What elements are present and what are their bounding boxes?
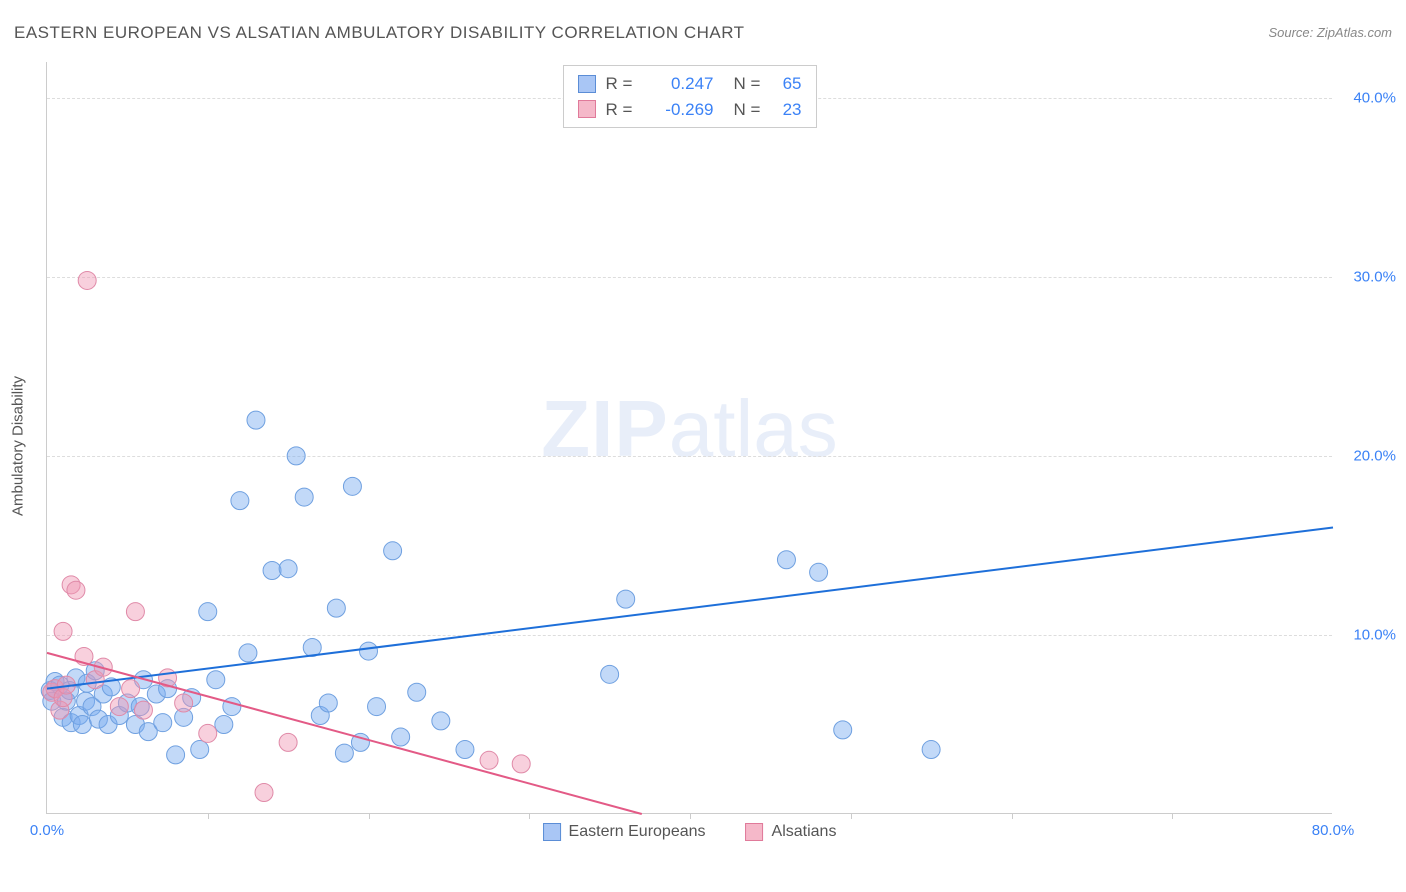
data-point bbox=[279, 560, 297, 578]
y-tick-label: 10.0% bbox=[1340, 626, 1396, 643]
data-point bbox=[368, 698, 386, 716]
data-point bbox=[126, 603, 144, 621]
data-point bbox=[335, 744, 353, 762]
series-legend-item: Eastern Europeans bbox=[543, 823, 706, 841]
data-point bbox=[319, 694, 337, 712]
y-axis-label: Ambulatory Disability bbox=[10, 376, 27, 516]
data-point bbox=[231, 492, 249, 510]
data-point bbox=[73, 715, 91, 733]
r-label: R = bbox=[606, 71, 634, 97]
stats-legend-row: R = -0.269 N = 23 bbox=[578, 97, 802, 123]
n-label: N = bbox=[734, 71, 764, 97]
data-point bbox=[207, 671, 225, 689]
data-point bbox=[191, 741, 209, 759]
series-legend-label: Alsatians bbox=[772, 823, 837, 841]
chart-title: EASTERN EUROPEAN VS ALSATIAN AMBULATORY … bbox=[14, 23, 745, 43]
y-tick-label: 30.0% bbox=[1340, 268, 1396, 285]
data-point bbox=[287, 447, 305, 465]
x-tick-label: 0.0% bbox=[30, 822, 64, 839]
series-legend-label: Eastern Europeans bbox=[569, 823, 706, 841]
data-point bbox=[154, 714, 172, 732]
data-point bbox=[134, 701, 152, 719]
y-tick-label: 20.0% bbox=[1340, 447, 1396, 464]
data-point bbox=[922, 741, 940, 759]
plot-area: ZIPatlas 10.0%20.0%30.0%40.0% 0.0%80.0% … bbox=[46, 62, 1332, 814]
data-point bbox=[279, 733, 297, 751]
data-point bbox=[215, 715, 233, 733]
stats-legend-row: R = 0.247 N = 65 bbox=[578, 71, 802, 97]
series-legend-item: Alsatians bbox=[746, 823, 837, 841]
data-point bbox=[480, 751, 498, 769]
legend-swatch bbox=[746, 823, 764, 841]
x-tick-mark bbox=[1012, 813, 1013, 819]
data-point bbox=[343, 477, 361, 495]
data-point bbox=[392, 728, 410, 746]
r-label: R = bbox=[606, 97, 634, 123]
x-tick-mark bbox=[369, 813, 370, 819]
data-point bbox=[199, 603, 217, 621]
data-point bbox=[456, 741, 474, 759]
data-point bbox=[384, 542, 402, 560]
x-tick-mark bbox=[1172, 813, 1173, 819]
data-point bbox=[408, 683, 426, 701]
data-point bbox=[67, 581, 85, 599]
n-label: N = bbox=[734, 97, 764, 123]
n-value: 65 bbox=[774, 71, 802, 97]
y-tick-label: 40.0% bbox=[1340, 89, 1396, 106]
data-point bbox=[167, 746, 185, 764]
data-point bbox=[263, 561, 281, 579]
data-point bbox=[122, 680, 140, 698]
r-value: -0.269 bbox=[644, 97, 714, 123]
data-point bbox=[617, 590, 635, 608]
data-point bbox=[512, 755, 530, 773]
data-point bbox=[78, 271, 96, 289]
data-point bbox=[295, 488, 313, 506]
source-attribution: Source: ZipAtlas.com bbox=[1268, 25, 1392, 40]
data-point bbox=[54, 622, 72, 640]
data-point bbox=[601, 665, 619, 683]
data-point bbox=[810, 563, 828, 581]
data-point bbox=[247, 411, 265, 429]
series-legend: Eastern Europeans Alsatians bbox=[543, 823, 837, 841]
stats-legend: R = 0.247 N = 65 R = -0.269 N = 23 bbox=[563, 65, 817, 128]
trend-line bbox=[47, 528, 1333, 689]
data-point bbox=[199, 724, 217, 742]
data-point bbox=[327, 599, 345, 617]
data-point bbox=[175, 694, 193, 712]
data-point bbox=[239, 644, 257, 662]
data-point bbox=[110, 698, 128, 716]
legend-swatch bbox=[578, 100, 596, 118]
scatter-svg bbox=[47, 62, 1332, 813]
n-value: 23 bbox=[774, 97, 802, 123]
x-tick-mark bbox=[208, 813, 209, 819]
x-tick-mark bbox=[529, 813, 530, 819]
data-point bbox=[255, 784, 273, 802]
r-value: 0.247 bbox=[644, 71, 714, 97]
legend-swatch bbox=[543, 823, 561, 841]
data-point bbox=[834, 721, 852, 739]
data-point bbox=[432, 712, 450, 730]
data-point bbox=[360, 642, 378, 660]
x-tick-label: 80.0% bbox=[1312, 822, 1355, 839]
x-tick-mark bbox=[690, 813, 691, 819]
x-tick-mark bbox=[851, 813, 852, 819]
legend-swatch bbox=[578, 75, 596, 93]
data-point bbox=[777, 551, 795, 569]
